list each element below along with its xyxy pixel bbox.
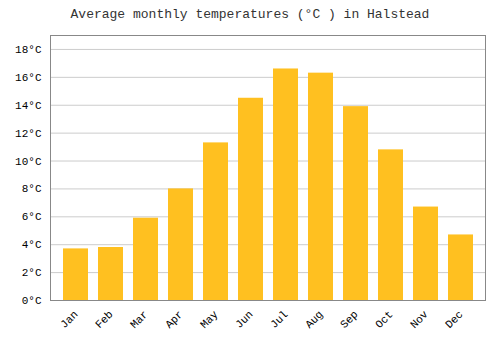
svg-text:Aug: Aug [303, 308, 325, 330]
svg-text:6°C: 6°C [22, 211, 42, 223]
svg-text:0°C: 0°C [22, 295, 42, 307]
svg-text:Nov: Nov [408, 308, 431, 331]
svg-text:10°C: 10°C [15, 156, 42, 168]
svg-text:May: May [198, 308, 221, 331]
svg-text:Dec: Dec [443, 308, 465, 330]
svg-text:18°C: 18°C [15, 44, 42, 56]
svg-text:Oct: Oct [373, 308, 395, 330]
svg-text:16°C: 16°C [15, 72, 42, 84]
svg-text:Apr: Apr [163, 308, 185, 330]
svg-text:4°C: 4°C [22, 239, 42, 251]
svg-text:2°C: 2°C [22, 267, 42, 279]
svg-text:Mar: Mar [128, 308, 150, 330]
html-text:Average monthly temperatures (: Average monthly temperatures (°C ) in Ha… [70, 7, 430, 22]
svg-text:14°C: 14°C [15, 100, 42, 112]
svg-text:Sep: Sep [338, 308, 360, 330]
svg-text:Jul: Jul [268, 308, 290, 330]
svg-text:12°C: 12°C [15, 128, 42, 140]
svg-text:8°C: 8°C [22, 183, 42, 195]
svg-text:Jun: Jun [233, 308, 255, 330]
svg-text:Feb: Feb [93, 308, 115, 330]
svg-text:Jan: Jan [58, 308, 80, 330]
